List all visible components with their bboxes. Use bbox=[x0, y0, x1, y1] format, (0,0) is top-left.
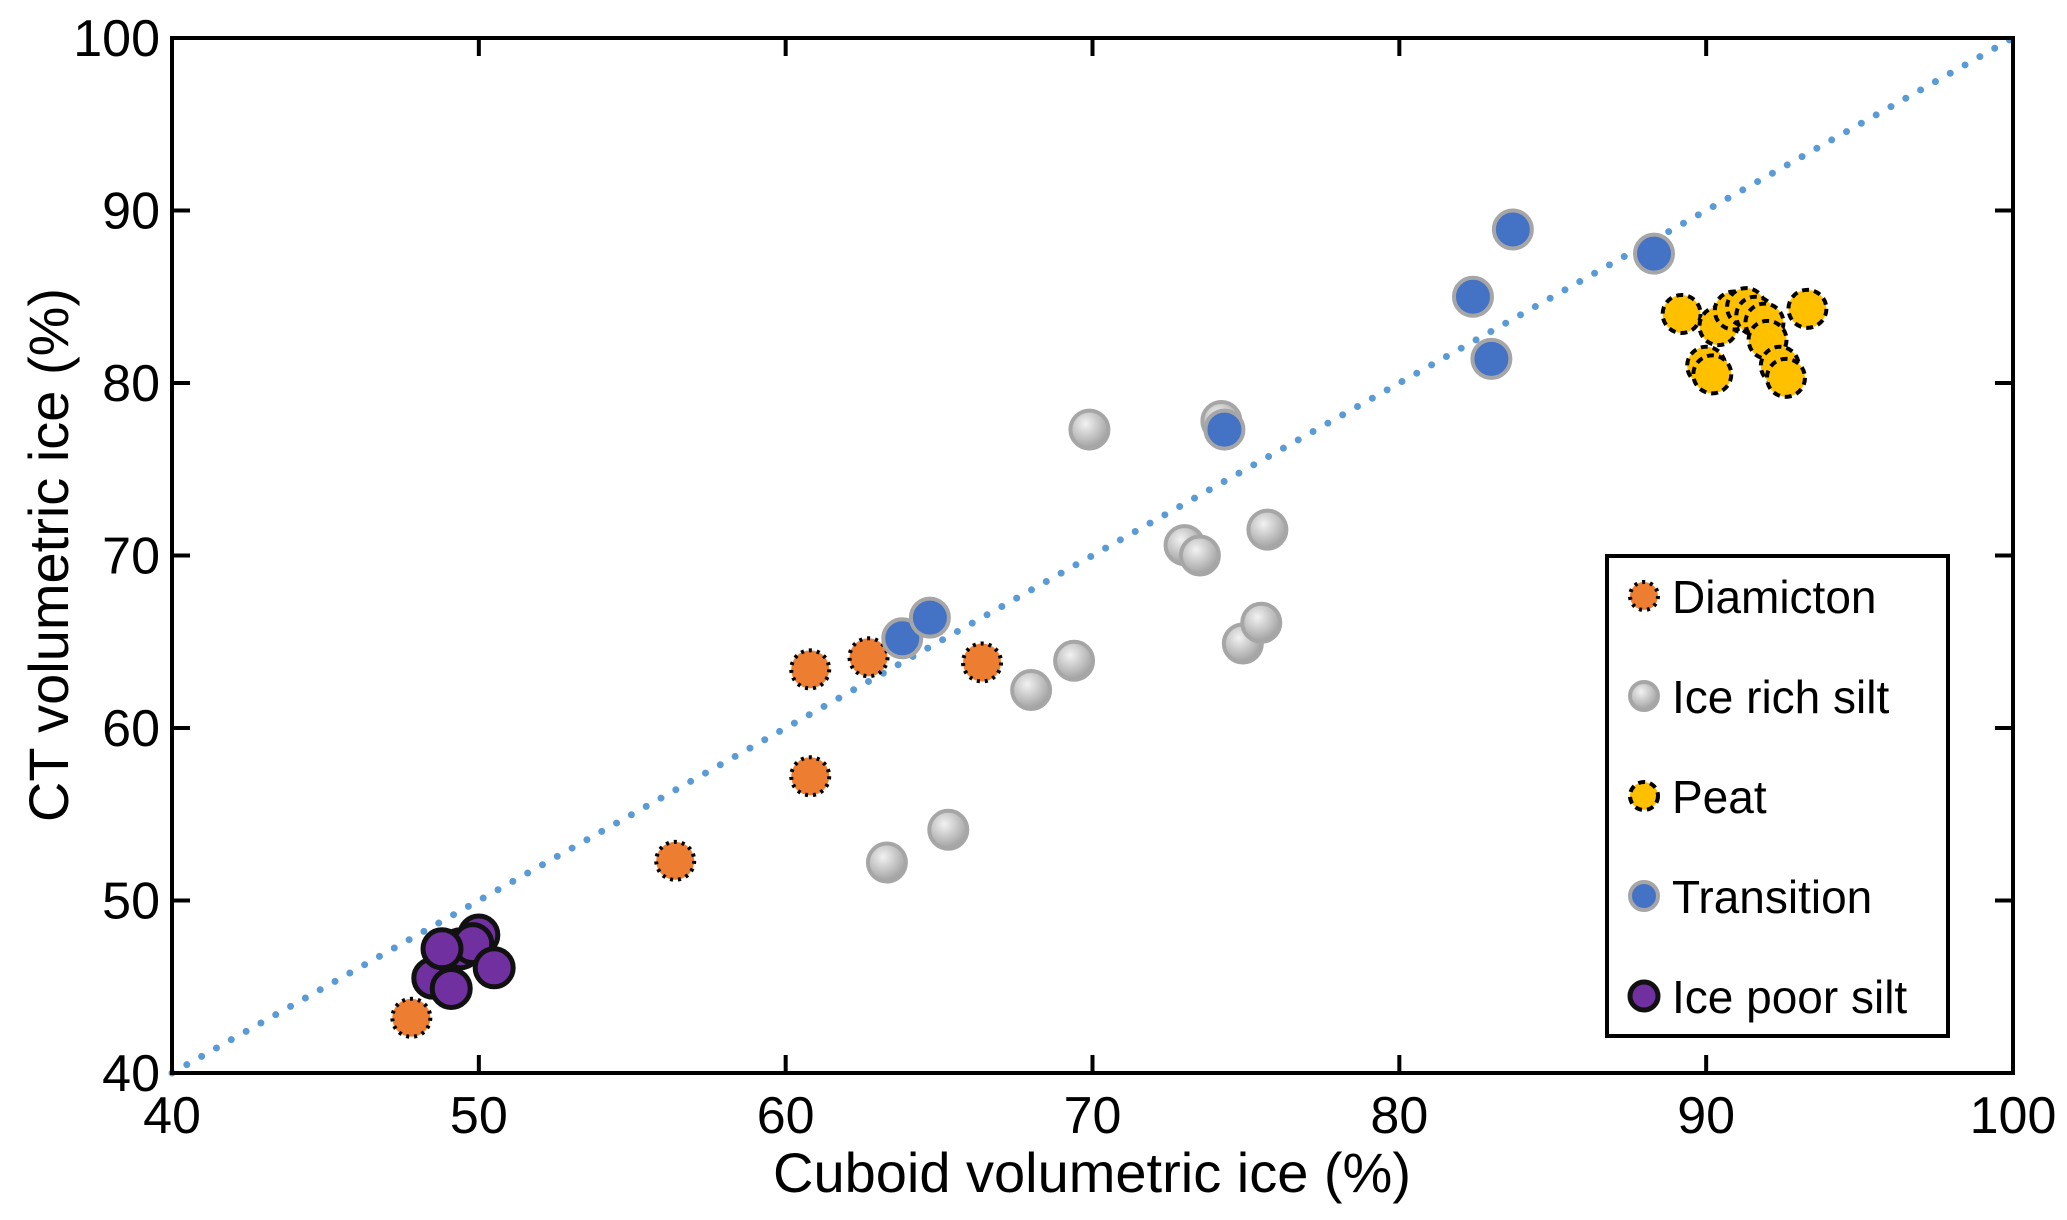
point-diamicton bbox=[789, 648, 832, 691]
y-tick-label: 40 bbox=[102, 1045, 160, 1103]
point-ice-rich-silt bbox=[1053, 639, 1096, 682]
x-tick-label: 70 bbox=[1064, 1087, 1122, 1145]
x-tick-label: 90 bbox=[1677, 1087, 1735, 1145]
x-tick-label: 60 bbox=[757, 1087, 815, 1145]
y-tick-label: 60 bbox=[102, 700, 160, 758]
point-diamicton bbox=[390, 996, 433, 1039]
x-tick-label: 80 bbox=[1370, 1087, 1428, 1145]
legend-marker-peat bbox=[1628, 780, 1660, 812]
point-transition bbox=[1470, 337, 1513, 380]
point-peat bbox=[1786, 287, 1829, 330]
legend: Diamicton Ice rich silt Peat Transition Ice … bbox=[1605, 554, 1950, 1038]
point-ice-poor-silt bbox=[472, 946, 516, 990]
legend-label-ice-rich-silt: Ice rich silt bbox=[1672, 671, 1889, 723]
x-tick-label: 100 bbox=[1970, 1087, 2057, 1145]
point-transition bbox=[1203, 408, 1246, 451]
point-diamicton bbox=[847, 636, 890, 679]
legend-marker-transition bbox=[1628, 880, 1660, 912]
point-diamicton bbox=[654, 839, 697, 882]
point-ice-rich-silt bbox=[1010, 669, 1053, 712]
y-tick-label: 90 bbox=[102, 183, 160, 241]
x-axis-label: Cuboid volumetric ice (%) bbox=[773, 1141, 1411, 1204]
y-tick-label: 50 bbox=[102, 873, 160, 931]
legend-marker-ice-rich-silt bbox=[1628, 680, 1660, 712]
point-ice-poor-silt bbox=[429, 966, 473, 1010]
point-ice-rich-silt bbox=[1178, 534, 1221, 577]
point-peat bbox=[1660, 293, 1703, 335]
legend-label-peat: Peat bbox=[1672, 771, 1767, 823]
y-axis-label: CT volumetric ice (%) bbox=[17, 288, 80, 822]
point-ice-rich-silt bbox=[1246, 508, 1289, 551]
point-ice-rich-silt bbox=[865, 841, 908, 884]
point-diamicton bbox=[789, 755, 832, 798]
point-transition bbox=[1451, 275, 1494, 318]
point-ice-poor-silt bbox=[420, 927, 464, 971]
point-peat bbox=[1691, 353, 1734, 396]
point-ice-rich-silt bbox=[1240, 601, 1283, 644]
legend-marker-ice-poor-silt bbox=[1627, 979, 1661, 1013]
legend-marker-diamicton bbox=[1628, 580, 1660, 612]
y-tick-label: 70 bbox=[102, 528, 160, 586]
point-transition bbox=[908, 596, 951, 639]
legend-label-diamicton: Diamicton bbox=[1672, 571, 1877, 623]
point-ice-rich-silt bbox=[1068, 408, 1111, 451]
x-tick-label: 50 bbox=[450, 1087, 508, 1145]
legend-label-ice-poor-silt: Ice poor silt bbox=[1672, 971, 1907, 1023]
y-tick-label: 100 bbox=[73, 10, 160, 68]
point-transition bbox=[1633, 232, 1676, 275]
point-transition bbox=[1491, 208, 1534, 251]
point-peat bbox=[1764, 356, 1807, 399]
data-points bbox=[390, 208, 1829, 1039]
reference-line bbox=[168, 34, 2017, 1077]
one-to-one-line bbox=[168, 34, 2017, 1077]
point-diamicton bbox=[961, 641, 1004, 684]
y-tick-label: 80 bbox=[102, 355, 160, 413]
legend-label-transition: Transition bbox=[1672, 871, 1872, 923]
point-transition bbox=[881, 617, 924, 660]
axis-ticks: 40 50 60 70 80 90 100 40 50 60 70 80 90 100 bbox=[73, 10, 2056, 1145]
point-ice-rich-silt bbox=[927, 808, 970, 851]
legend-box bbox=[1605, 554, 1950, 1038]
x-tick-label: 40 bbox=[143, 1087, 201, 1145]
